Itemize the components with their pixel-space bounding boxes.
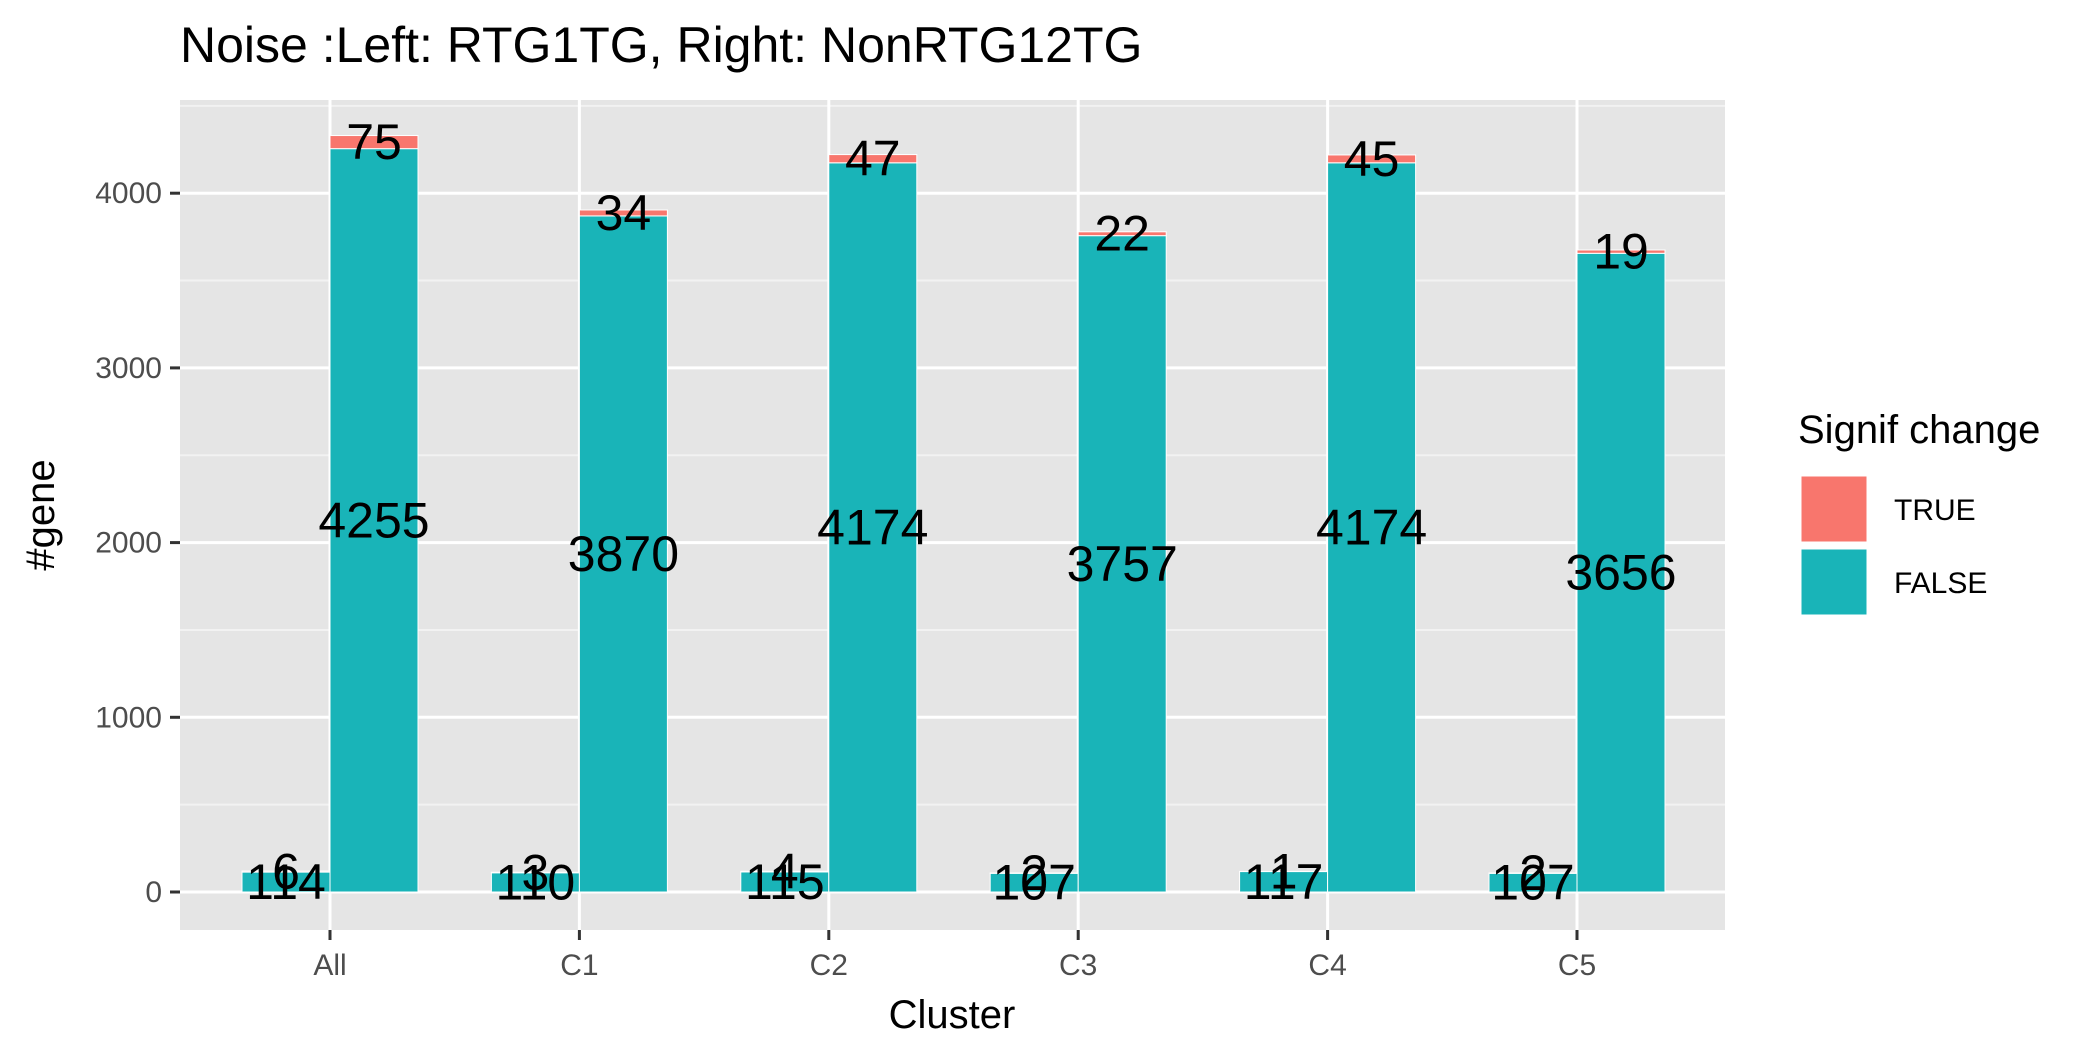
bar-label-true-left: 1: [1270, 843, 1298, 899]
y-tick-label: 1000: [95, 701, 162, 734]
legend-key-true: [1798, 473, 1870, 545]
bar-label-false-left: 114: [246, 854, 326, 910]
legend-label-false: FALSE: [1894, 567, 1987, 600]
bar-false-right: [329, 148, 419, 893]
bar-label-false-left: 107: [1491, 855, 1574, 911]
bar-true-right: [1576, 249, 1666, 254]
x-tick-label: All: [313, 949, 346, 982]
bar-label-true-left: 2: [1020, 845, 1048, 901]
y-axis-title: #gene: [19, 459, 63, 570]
bar-true-right: [329, 135, 419, 150]
bar-true-right: [1327, 154, 1417, 164]
bars: [241, 135, 1666, 893]
bar-label-false-left: 117: [1244, 854, 1324, 910]
bar-label-false-left: 107: [992, 855, 1075, 911]
legend-label-true: TRUE: [1894, 494, 1976, 527]
bar-label-true-left: 2: [1519, 845, 1547, 901]
bar-labels: 1146425575110338703411544174471072375722…: [246, 114, 1676, 911]
bar-label-false-right: 4255: [318, 492, 429, 548]
bar-label-false-right: 4174: [1316, 499, 1427, 555]
x-tick-label: C4: [1308, 949, 1346, 982]
bar-label-true-right: 34: [596, 185, 652, 241]
y-tick-label: 0: [145, 876, 162, 909]
x-axis-title: Cluster: [889, 993, 1016, 1037]
bar-false-right: [1576, 252, 1666, 893]
bar-label-true-right: 75: [346, 114, 402, 170]
bar-false-right: [578, 215, 668, 893]
bar-label-false-right: 3656: [1565, 545, 1676, 601]
legend-key-false: [1798, 546, 1870, 618]
bar-true-right: [828, 154, 918, 164]
bar-label-true-left: 4: [771, 844, 799, 900]
x-tick-label: C3: [1059, 949, 1097, 982]
bar-false-right: [1077, 235, 1167, 893]
bar-label-true-right: 22: [1094, 206, 1150, 262]
bar-true-right: [578, 209, 668, 217]
bar-label-true-right: 47: [845, 131, 901, 187]
panel-background: [180, 100, 1725, 930]
bar-label-true-right: 45: [1344, 131, 1400, 187]
bar-false-right: [1327, 162, 1417, 893]
bar-label-false-right: 4174: [817, 499, 928, 555]
bar-false-right: [828, 162, 918, 893]
chart-title: Noise :Left: RTG1TG, Right: NonRTG12TG: [180, 17, 1142, 73]
bar-label-true-right: 19: [1593, 224, 1649, 280]
bar-label-false-right: 3870: [568, 526, 679, 582]
x-axis: All C1 C2 C3 C4 C5: [313, 930, 1596, 982]
y-tick-label: 3000: [95, 352, 162, 385]
y-tick-label: 4000: [95, 177, 162, 210]
legend-title: Signif change: [1798, 408, 2040, 452]
bar-label-true-left: 3: [521, 845, 549, 901]
bar-label-false-right: 3757: [1067, 536, 1178, 592]
bar-label-false-left: 115: [745, 854, 825, 910]
x-tick-label: C1: [560, 949, 598, 982]
x-tick-label: C2: [810, 949, 848, 982]
bar-label-false-left: 110: [496, 854, 576, 910]
legend: Signif change TRUE FALSE: [1798, 408, 2040, 618]
y-axis: 0 1000 2000 3000 4000: [95, 177, 180, 909]
bar-true-right: [1077, 231, 1167, 237]
x-tick-label: C5: [1558, 949, 1596, 982]
bar-label-true-left: 6: [272, 844, 300, 900]
y-tick-label: 2000: [95, 527, 162, 560]
